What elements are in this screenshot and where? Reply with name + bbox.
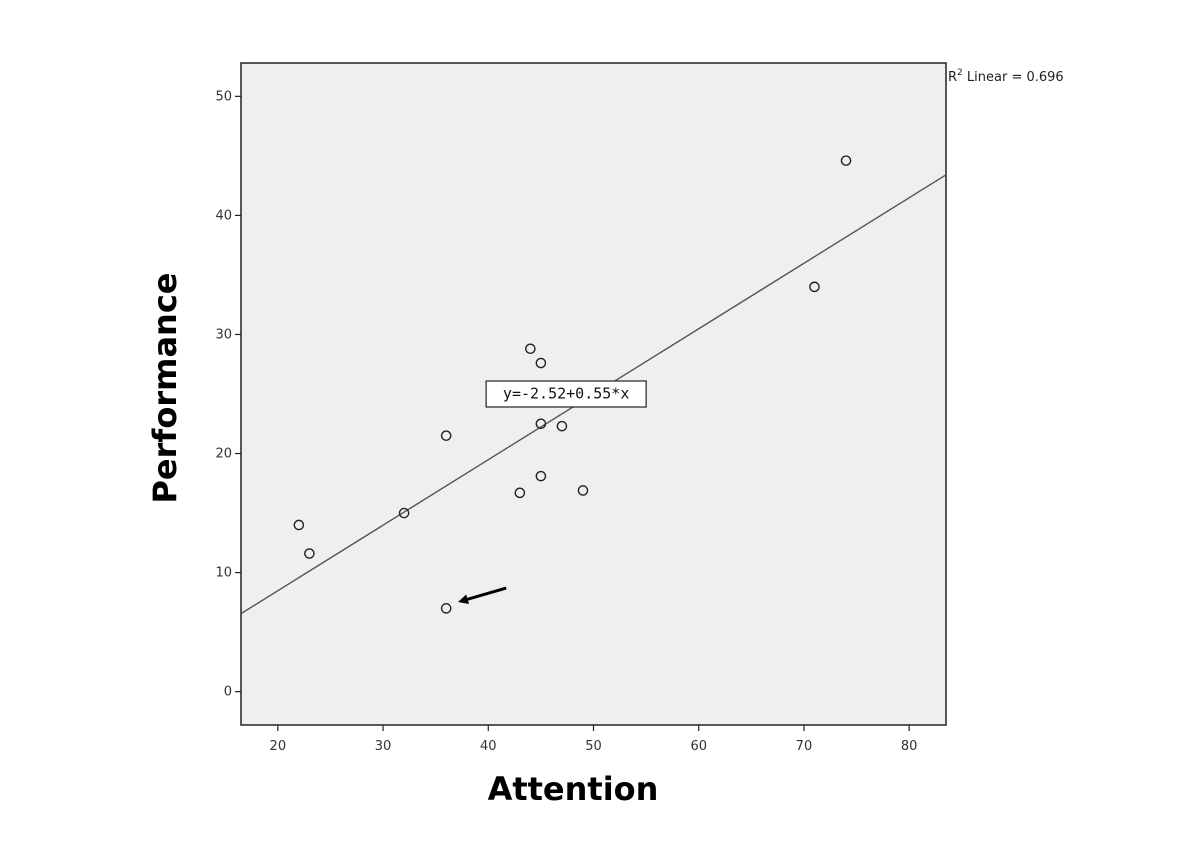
data-point [840,155,852,166]
x-tick-label: 30 [375,739,392,754]
y-tick-label: 30 [215,327,232,342]
y-tick-label: 0 [224,685,232,700]
r2-prefix: R [948,70,957,85]
data-point [440,430,452,441]
r2-superscript: 2 [957,68,963,78]
data-point [535,470,547,482]
equation-box-frame [485,380,647,408]
x-tick-label: 40 [480,739,497,754]
y-axis-ticks: 0 10 20 30 40 50 [215,89,241,700]
data-point [304,548,315,559]
data-point [293,519,305,531]
y-tick-label: 40 [215,208,232,223]
x-axis-ticks: 20 30 40 50 60 70 80 [270,725,918,754]
x-tick-label: 60 [690,739,707,754]
data-points [293,155,852,614]
data-point [577,485,589,496]
x-tick-label: 50 [585,739,602,754]
y-tick-label: 50 [215,89,232,104]
y-axis-title: Performance [146,272,184,503]
equation-label: y=-2.52+0.55*x [503,385,629,403]
x-axis-title: Attention [488,770,659,808]
data-point [525,343,536,355]
y-tick-label: 10 [215,566,232,581]
data-point [535,357,547,369]
x-tick-label: 20 [270,739,287,754]
data-point [514,487,526,499]
x-tick-label: 70 [796,739,813,754]
x-tick-label: 80 [901,739,918,754]
r2-text: Linear = 0.696 [963,70,1064,85]
data-point [398,507,410,519]
data-point [556,420,568,432]
data-point [809,281,820,293]
equation-box: y=-2.52+0.55*x [485,380,647,408]
y-tick-label: 20 [215,447,232,462]
data-point [535,418,547,430]
data-point [440,603,452,614]
r2-label: R2 Linear = 0.696 [948,68,1064,85]
annotation-arrow [458,586,507,605]
